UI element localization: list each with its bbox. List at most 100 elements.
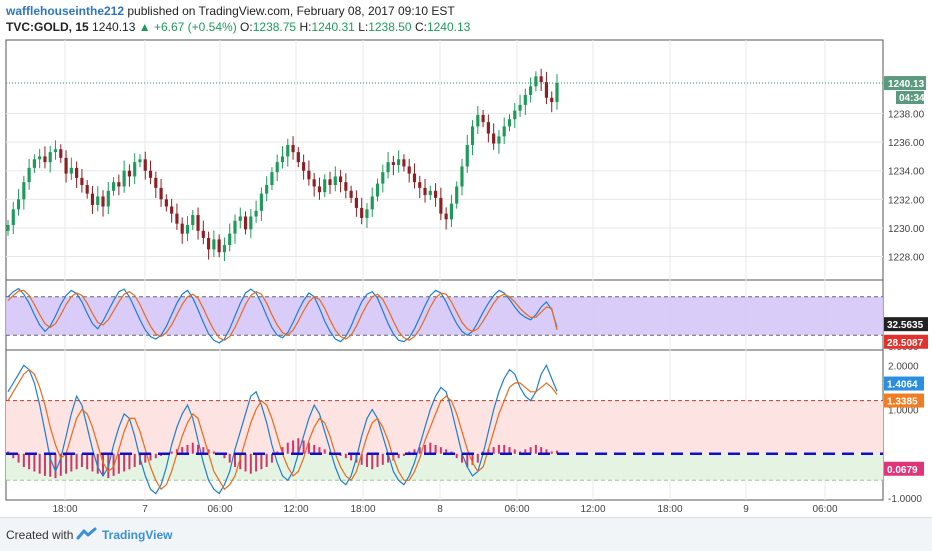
macd-histogram-bar	[540, 447, 543, 454]
macd-histogram-bar	[434, 444, 437, 454]
candle-body	[354, 197, 358, 208]
candle-body	[460, 166, 464, 187]
macd-histogram-bar	[255, 453, 258, 472]
macd-histogram-bar	[233, 453, 236, 468]
macd-histogram-bar	[323, 449, 326, 454]
macd-series-line	[7, 363, 558, 495]
last-price-label: 1240.13	[888, 79, 925, 90]
candle-body	[370, 196, 374, 210]
candle-body	[212, 239, 216, 250]
candle-body	[59, 149, 63, 158]
tradingview-link[interactable]: TradingView	[102, 528, 173, 542]
time-tick-label: 7	[142, 504, 148, 515]
macd-histogram-bar	[117, 453, 120, 474]
countdown-badge	[896, 91, 924, 105]
macd-histogram-bar	[503, 444, 506, 454]
price-pane[interactable]	[6, 68, 883, 262]
candle-body	[233, 220, 237, 234]
stoch-value-badge	[884, 317, 928, 332]
macd-histogram-bar	[96, 453, 99, 474]
author-link[interactable]: wafflehouseinthe212	[6, 4, 125, 18]
high-value: 1240.31	[311, 20, 355, 34]
macd-histogram-bar	[350, 453, 353, 461]
candle-body	[412, 173, 417, 183]
macd-histogram-bar	[80, 453, 83, 468]
macd-histogram-bar	[75, 453, 78, 470]
macd-negative-zone	[6, 453, 883, 481]
time-tick-label: 12:00	[283, 504, 308, 515]
macd-histogram-bar	[439, 447, 442, 454]
macd-histogram-bar	[524, 449, 527, 454]
macd-histogram-bar	[545, 449, 548, 454]
candle-body	[201, 230, 205, 238]
macd-histogram-bar	[186, 444, 189, 454]
macd-positive-zone	[6, 400, 883, 454]
macd-histogram-bar	[197, 444, 200, 454]
macd-pane[interactable]	[6, 363, 883, 495]
time-tick-label: 18:00	[657, 504, 682, 515]
candle-body	[64, 157, 68, 174]
candle-body	[265, 185, 269, 194]
candle-body	[101, 196, 105, 207]
tradingview-logo-icon[interactable]	[76, 526, 98, 542]
candle-body	[317, 186, 322, 193]
macd-histogram-bar	[265, 453, 268, 468]
macd-histogram-bar	[228, 453, 231, 463]
chart-canvas[interactable]: 1238.00 1236.00 1234.00 1232.00 1230.00 1228.…	[0, 0, 932, 517]
candle-body	[22, 182, 26, 200]
macd-histogram-bar	[86, 453, 89, 470]
macd-histogram-bar	[297, 438, 300, 454]
candle-body	[69, 167, 73, 174]
candle-body	[296, 152, 300, 163]
macd-histogram-bar	[508, 447, 511, 454]
candle-body	[143, 159, 147, 171]
candle-body	[360, 207, 364, 218]
stoch-rsi-pane[interactable]	[6, 287, 883, 344]
stoch-value-label: 28.5087	[887, 338, 924, 349]
macd-histogram-bar	[28, 453, 31, 470]
candle-body	[117, 182, 121, 187]
countdown-label: 04:34	[899, 93, 925, 104]
candle-body	[90, 193, 95, 206]
publish-line: wafflehouseinthe212 published on Trading…	[6, 4, 455, 18]
candle-body	[338, 176, 343, 183]
macd-tick-label: -1.0000	[888, 494, 922, 505]
candle-body	[217, 239, 221, 253]
macd-histogram-bar	[487, 449, 490, 454]
macd-histogram-bar	[175, 449, 178, 454]
macd-histogram-bar	[17, 453, 20, 463]
last-price: 1240.13	[92, 20, 136, 34]
macd-histogram-bar	[12, 453, 15, 459]
macd-histogram-bar	[244, 453, 247, 472]
candle-body	[449, 203, 454, 220]
candle-body	[312, 179, 316, 187]
candle-body	[85, 185, 89, 194]
candle-body	[544, 82, 549, 98]
candle-body	[555, 83, 559, 103]
candle-body	[154, 177, 158, 188]
candle-body	[534, 76, 538, 87]
macd-histogram-bar	[445, 449, 448, 454]
candle-body	[518, 104, 522, 111]
candle-body	[323, 179, 327, 193]
candle-body	[75, 167, 79, 178]
price-tick-label: 1232.00	[888, 195, 925, 206]
candle-body	[196, 215, 200, 231]
candle-body	[391, 162, 395, 166]
macd-histogram-bar	[307, 442, 310, 454]
time-tick-label: 06:00	[504, 504, 529, 515]
candle-body	[502, 126, 506, 137]
created-with-text: Created with	[6, 528, 74, 542]
macd-histogram-bar	[376, 453, 379, 468]
macd-histogram-bar	[302, 440, 305, 454]
macd-histogram-bar	[471, 453, 474, 465]
candle-body	[138, 159, 142, 163]
macd-histogram-bar	[38, 453, 41, 474]
candle-body	[222, 245, 227, 253]
price-tick-label: 1234.00	[888, 167, 925, 178]
price-tick-label: 1238.00	[888, 110, 925, 121]
macd-histogram-bar	[70, 453, 73, 472]
stoch-band	[6, 296, 883, 336]
macd-histogram-bar	[181, 447, 184, 454]
macd-histogram-bar	[128, 453, 131, 470]
